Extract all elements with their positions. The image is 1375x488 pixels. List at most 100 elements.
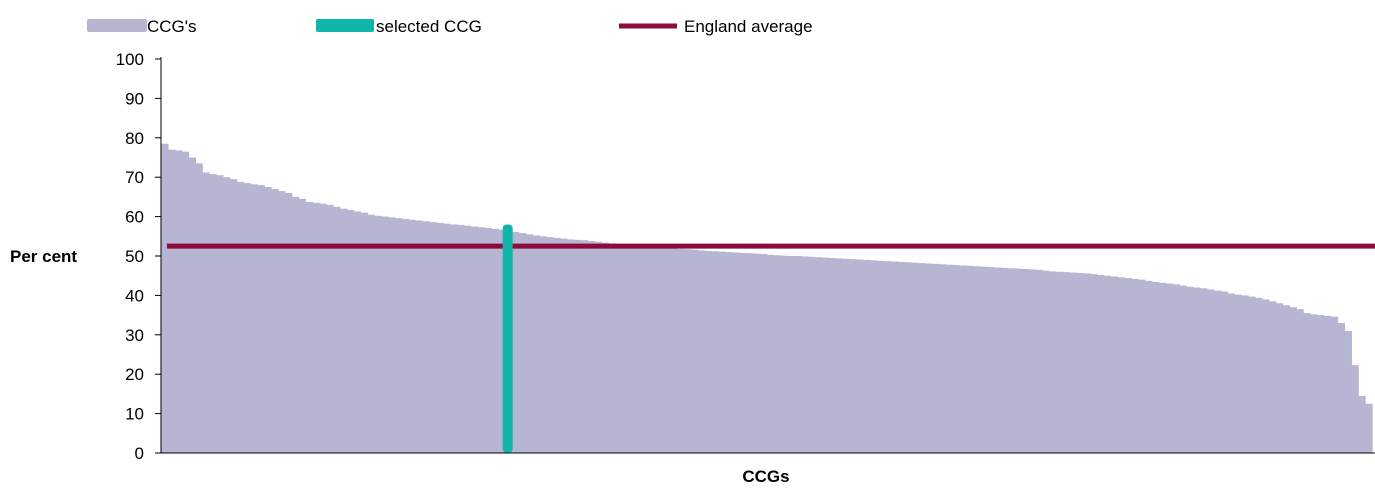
bars-group — [161, 143, 1373, 454]
y-tick-label: 0 — [135, 444, 144, 463]
ccg-bar — [993, 267, 1002, 453]
ccg-bar — [1344, 330, 1352, 453]
ccg-bar — [931, 263, 940, 453]
overlay-group — [167, 224, 1375, 453]
ccg-bar — [1337, 322, 1346, 453]
ccg-bar — [532, 235, 541, 453]
ccg-bar — [766, 254, 774, 453]
ccg-bar — [849, 259, 857, 453]
ccg-bar — [277, 190, 286, 454]
ccg-bar — [1144, 280, 1153, 453]
ccg-bar — [415, 220, 424, 453]
ccg-bar — [1186, 286, 1194, 453]
ccg-bar — [1179, 285, 1187, 453]
ccg-bar — [463, 225, 472, 453]
ccg-bar — [491, 228, 499, 453]
ccg-bar — [787, 256, 795, 453]
ccg-bar — [1282, 305, 1291, 453]
ccg-bar — [443, 223, 451, 453]
ccg-bar — [388, 217, 396, 453]
ccg-bar — [635, 246, 644, 453]
ccg-bar — [725, 252, 733, 453]
x-axis-title: CCGs — [742, 467, 789, 483]
ccg-bar — [924, 263, 933, 453]
ccg-bar — [408, 219, 417, 453]
legend-label: England average — [684, 17, 813, 36]
ccg-bar — [546, 237, 554, 453]
ccg-bar — [222, 177, 231, 453]
ccg-bar — [1083, 273, 1091, 453]
ccg-bar — [271, 189, 279, 453]
ccg-bar — [794, 256, 802, 453]
ccg-bar — [966, 265, 974, 453]
ccg-bar — [174, 150, 183, 453]
ccg-bar — [979, 266, 988, 453]
y-tick-label: 80 — [125, 129, 144, 148]
ccg-bar — [353, 211, 362, 453]
y-tick-label: 60 — [125, 208, 144, 227]
ccg-bar — [573, 239, 582, 453]
ccg-bar — [745, 253, 754, 453]
selected-ccg-bar — [502, 224, 513, 453]
ccg-bar — [842, 258, 850, 453]
ccg-bar — [333, 206, 341, 453]
ccg-bar — [209, 174, 217, 454]
ccg-bar — [1000, 267, 1008, 453]
ccg-bar — [1227, 293, 1235, 453]
ccg-bar — [195, 163, 203, 453]
y-tick-label: 20 — [125, 365, 144, 384]
ccg-bar — [1358, 395, 1366, 453]
ccg-bar — [305, 202, 313, 453]
ccg-bar — [855, 259, 864, 453]
ccg-bar — [456, 224, 465, 453]
ccg-bar — [484, 228, 492, 453]
ccg-bar — [917, 263, 926, 453]
ccg-bar — [229, 179, 238, 454]
ccg-bar — [752, 253, 761, 453]
ccg-bar — [1110, 276, 1119, 453]
ccg-bar — [1131, 278, 1139, 453]
y-tick-label: 100 — [116, 50, 144, 69]
ccg-bar — [470, 226, 479, 453]
ccg-bar — [367, 214, 375, 453]
ccg-bar — [622, 244, 630, 453]
ccg-bar — [1172, 284, 1180, 453]
ccg-bar — [1289, 307, 1297, 453]
ccg-bar — [1034, 269, 1043, 453]
ccg-bar — [986, 267, 995, 453]
ccg-bar — [553, 237, 561, 453]
ccg-bar — [883, 261, 891, 453]
ccg-bar — [594, 241, 602, 453]
ccg-bar — [690, 249, 699, 453]
ccg-bar — [346, 209, 355, 453]
ccg-bar — [718, 251, 726, 453]
ccg-bar — [1255, 297, 1263, 453]
ccg-bar — [498, 229, 506, 453]
y-tick-label: 70 — [125, 168, 144, 187]
ccg-bar — [1213, 290, 1222, 453]
ccg-bar — [429, 222, 437, 453]
ccg-bar — [1007, 268, 1015, 453]
ccg-bar — [663, 248, 671, 453]
ccg-bar — [1027, 269, 1036, 453]
ccg-bar — [539, 236, 547, 453]
ccg-bar — [828, 257, 836, 453]
ccg-bar — [959, 265, 967, 453]
ccg-bar — [236, 181, 245, 453]
ccg-bar — [511, 231, 520, 453]
legend-label: CCG's — [147, 17, 197, 36]
ccg-bar — [897, 261, 905, 453]
ccg-bar — [972, 266, 981, 453]
y-tick-label: 10 — [125, 405, 144, 424]
ccg-bar — [1055, 271, 1063, 453]
ccg-bar — [257, 185, 265, 453]
ccg-bar — [1220, 291, 1229, 453]
ccg-bar — [1151, 282, 1160, 453]
ccg-bar — [1124, 278, 1132, 453]
y-tick-label: 50 — [125, 247, 144, 266]
ccg-bar — [360, 212, 369, 453]
ccg-bar — [181, 151, 190, 453]
legend-label: selected CCG — [376, 17, 482, 36]
ccg-bar — [1089, 274, 1098, 453]
